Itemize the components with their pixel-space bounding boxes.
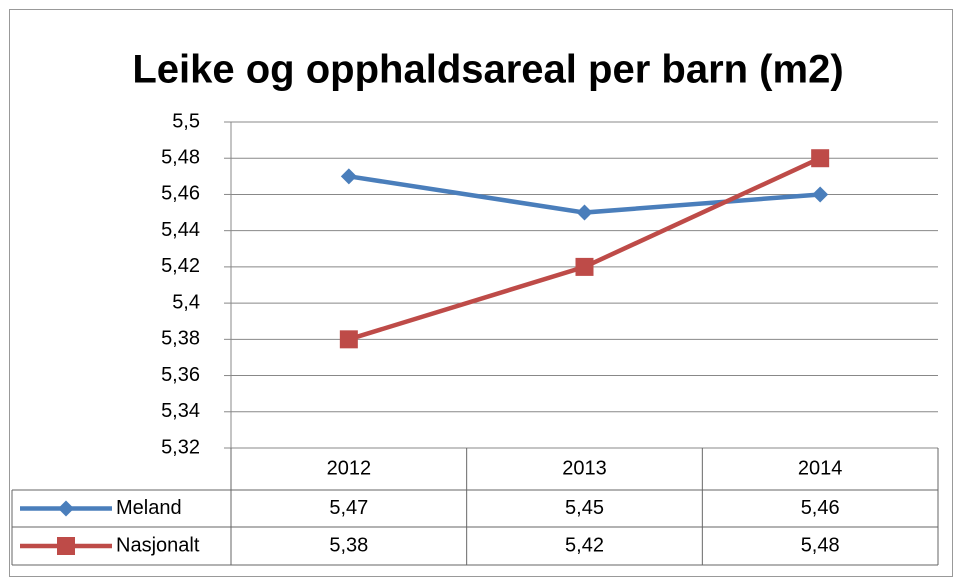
chart-title: Leike og opphaldsareal per barn (m2) [132,48,843,92]
y-tick-label: 5,36 [161,364,200,386]
y-tick-label: 5,46 [161,183,200,205]
marker [575,257,594,276]
table-value: 5,47 [329,497,368,519]
y-tick-label: 5,4 [172,291,200,313]
marker [58,500,74,517]
y-tick-label: 5,34 [161,400,200,422]
x-tick-label: 2014 [798,457,843,479]
marker [340,168,357,185]
y-tick-label: 5,42 [161,255,200,277]
table-value: 5,48 [801,534,840,556]
y-tick-label: 5,5 [172,110,200,132]
marker [339,330,358,349]
y-tick-label: 5,44 [161,219,200,241]
chart-border [9,9,953,577]
legend-label: Meland [116,497,182,519]
y-tick-label: 5,32 [161,436,200,458]
table-value: 5,45 [565,497,604,519]
x-tick-label: 2013 [562,457,607,479]
marker [812,186,829,203]
table-value: 5,38 [329,534,368,556]
marker [811,149,830,168]
marker [57,537,75,555]
y-tick-label: 5,48 [161,147,200,169]
legend-label: Nasjonalt [116,534,200,556]
y-tick-label: 5,38 [161,328,200,350]
table-value: 5,46 [801,497,840,519]
table-value: 5,42 [565,534,604,556]
marker [576,204,593,221]
x-tick-label: 2012 [327,457,372,479]
